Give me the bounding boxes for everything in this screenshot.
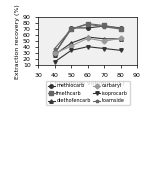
Line: isoprocarb: isoprocarb [53,45,122,64]
Legend: methiocarb, fmethcarb, diethofencarb, carbaryl, isoprocarb, toamside: methiocarb, fmethcarb, diethofencarb, ca… [46,81,130,105]
fmethcarb [120,27,122,30]
methiocarb [103,25,105,27]
isoprocarb [103,47,105,50]
isoprocarb [70,49,72,51]
methiocarb [54,52,56,54]
toamside [87,23,89,25]
methiocarb [120,27,122,29]
X-axis label: Chloroform volume (μL): Chloroform volume (μL) [50,81,125,86]
fmethcarb [54,52,56,54]
diethofencarb [103,38,105,40]
diethofencarb [120,38,122,40]
diethofencarb [54,53,56,56]
methiocarb [70,27,72,29]
toamside [103,26,105,28]
Line: diethofencarb: diethofencarb [53,35,122,56]
fmethcarb [103,24,105,27]
diethofencarb [87,36,89,38]
isoprocarb [120,49,122,51]
carbaryl [70,45,72,47]
isoprocarb [54,61,56,63]
toamside [70,28,72,30]
diethofencarb [70,42,72,44]
fmethcarb [87,22,89,25]
carbaryl [120,37,122,39]
toamside [54,47,56,50]
carbaryl [87,37,89,39]
Line: methiocarb: methiocarb [53,24,122,55]
Line: toamside: toamside [53,22,122,50]
carbaryl [54,52,56,54]
toamside [120,28,122,30]
Y-axis label: Extraction recovery (%): Extraction recovery (%) [15,4,20,79]
isoprocarb [87,46,89,48]
Line: fmethcarb: fmethcarb [53,22,122,55]
methiocarb [87,27,89,29]
Line: carbaryl: carbaryl [53,36,122,55]
carbaryl [103,40,105,42]
fmethcarb [70,28,72,30]
